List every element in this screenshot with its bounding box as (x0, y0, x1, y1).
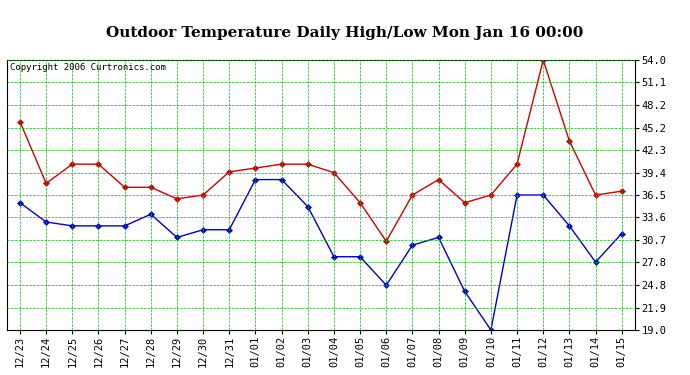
Text: Outdoor Temperature Daily High/Low Mon Jan 16 00:00: Outdoor Temperature Daily High/Low Mon J… (106, 26, 584, 40)
Text: Copyright 2006 Curtronics.com: Copyright 2006 Curtronics.com (10, 63, 166, 72)
